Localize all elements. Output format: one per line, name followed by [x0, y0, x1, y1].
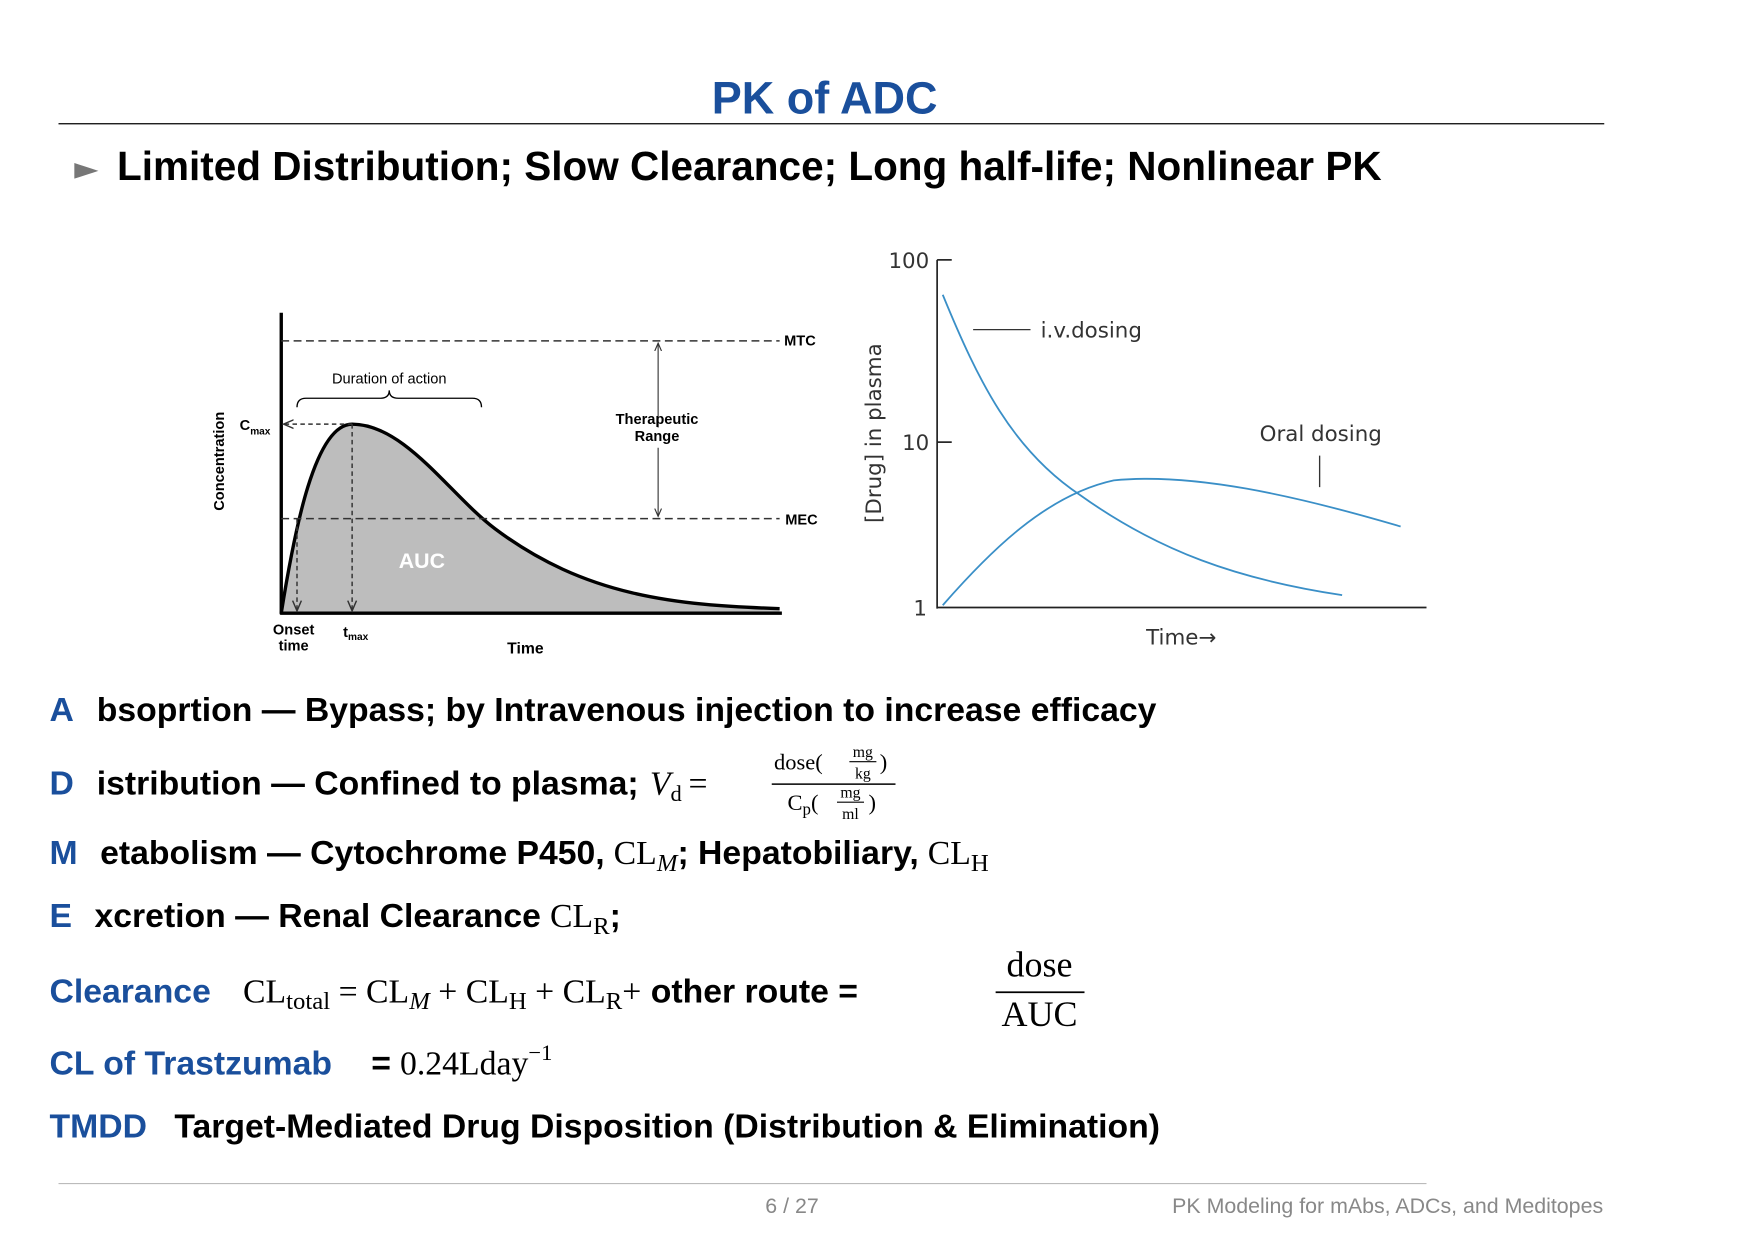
row-key: D	[50, 764, 74, 802]
y-tick-label: 10	[902, 431, 929, 456]
math: Cp(	[788, 790, 819, 819]
title: PK of ADC	[712, 73, 938, 124]
x-label: Time	[507, 641, 544, 658]
row-text: other route =	[641, 972, 858, 1010]
math: CL	[550, 898, 593, 935]
row-key: CL of Trastzumab	[50, 1044, 333, 1082]
math: 0.24Lday	[400, 1045, 529, 1082]
math: dose	[1007, 945, 1073, 985]
row-text: =	[371, 1044, 391, 1082]
row-text: istribution — Confined to plasma;	[97, 764, 639, 802]
math: C	[788, 790, 803, 815]
math: R	[606, 988, 623, 1015]
content: PK of ADC ► Limited Distribution; Slow C…	[50, 73, 1605, 1218]
math: mg	[853, 744, 873, 761]
label: i.v.dosing	[1041, 319, 1142, 344]
footer-title: PK Modeling for mAbs, ADCs, and Meditope…	[1172, 1194, 1603, 1218]
math: total	[286, 988, 330, 1015]
y-label: [Drug] in plasma	[862, 343, 887, 523]
bullet: Limited Distribution; Slow Clearance; Lo…	[117, 143, 1382, 189]
label: Onset	[273, 623, 315, 639]
math: CL	[614, 835, 657, 872]
math: (	[811, 790, 819, 815]
row-key: TMDD	[50, 1107, 147, 1145]
math: −1	[528, 1040, 552, 1065]
math: )	[880, 750, 888, 775]
label: C	[240, 418, 251, 434]
figure-left: Duration of action Cmax Therapeutic Rang…	[212, 312, 818, 658]
label: MEC	[785, 512, 818, 528]
row-key: M	[50, 834, 78, 872]
row-text: xcretion — Renal Clearance	[95, 897, 541, 935]
page-number: 6 / 27	[765, 1194, 818, 1218]
math: V	[650, 765, 674, 802]
math: dose(	[774, 750, 823, 775]
label: AUC	[399, 549, 445, 573]
math: + CL	[430, 973, 509, 1010]
label: time	[279, 638, 309, 654]
math: R	[593, 913, 610, 940]
y-label: Concentration	[212, 412, 228, 511]
brace	[296, 390, 483, 408]
curve	[279, 422, 780, 614]
label: MTC	[784, 333, 816, 349]
row-text: ;	[610, 897, 621, 935]
x-label: Time→	[1145, 626, 1216, 651]
row-text: etabolism — Cytochrome P450,	[100, 834, 605, 872]
math: H	[509, 988, 527, 1015]
iv-curve	[941, 294, 1343, 597]
row: TMDD Target-Mediated Drug Disposition (Di…	[50, 1107, 1160, 1145]
label: t	[343, 625, 348, 641]
math: d	[671, 781, 682, 806]
math: H	[971, 850, 989, 877]
figure-right: 100 10 1 i.v.dosing Oral dosing Time→ [D…	[862, 249, 1427, 651]
row-text: Target-Mediated Drug Disposition (Distri…	[174, 1107, 1160, 1145]
label: Oral dosing	[1260, 422, 1382, 447]
row: CL of Trastzumab = 0.24Lday−1	[50, 1040, 553, 1083]
row-key: Clearance	[50, 972, 211, 1010]
label: max	[250, 426, 271, 437]
math: )	[869, 790, 877, 815]
row-text: ; Hepatobiliary,	[677, 834, 918, 872]
y-tick-label: 100	[888, 249, 929, 274]
label: max	[348, 632, 369, 643]
math: CL	[928, 835, 971, 872]
math: ml	[842, 806, 859, 823]
math: M	[408, 988, 431, 1015]
row-key: E	[50, 897, 73, 935]
oral-curve	[942, 477, 1401, 606]
auc-area	[281, 424, 780, 614]
row-text: bsoprtion — Bypass; by Intravenous injec…	[97, 691, 1157, 729]
label: Duration of action	[332, 372, 447, 388]
label: tmax	[343, 625, 368, 643]
math: + CL	[527, 973, 606, 1010]
math: p	[803, 800, 811, 819]
y-tick-label: 1	[913, 596, 927, 621]
math: = CL	[330, 973, 409, 1010]
math: mg	[840, 785, 860, 802]
math: CL	[243, 973, 286, 1010]
label: Cmax	[240, 418, 271, 438]
label: Range	[635, 429, 680, 445]
label: Therapeutic	[616, 412, 699, 428]
math: kg	[855, 766, 871, 783]
math: M	[656, 850, 679, 877]
math: AUC	[1001, 994, 1077, 1034]
fraction: dose( mg kg ) Cp( mg ml )	[771, 744, 896, 823]
row: Clearance CLtotal = CLM + CLH + CLR+ othe…	[50, 972, 858, 1015]
row-key: A	[50, 691, 74, 729]
bullet-marker: ►	[74, 151, 99, 187]
math: +	[622, 973, 641, 1010]
math: =	[689, 765, 708, 802]
